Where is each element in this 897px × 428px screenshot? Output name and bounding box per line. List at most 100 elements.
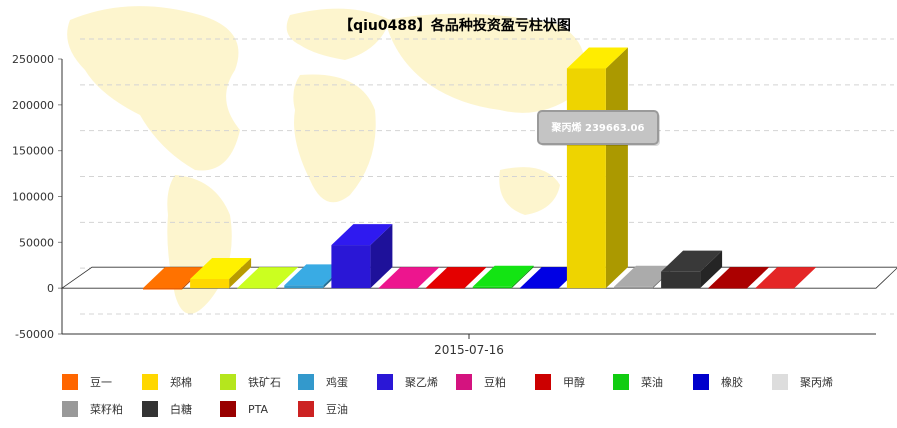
bar-聚丙烯 [566, 47, 628, 289]
legend-item[interactable]: 豆一 [62, 374, 112, 390]
legend-swatch [535, 374, 551, 390]
y-tick-label: 50000 [19, 236, 54, 249]
legend-label: 聚乙烯 [405, 376, 438, 389]
bar-聚乙烯 [331, 224, 393, 289]
tooltip: 聚丙烯 239663.06 [537, 110, 660, 146]
bar-top [143, 267, 204, 289]
bar-top [284, 264, 346, 286]
map-shape [385, 13, 585, 113]
bar-front [143, 288, 182, 290]
legend-swatch [142, 401, 158, 417]
bar-top [472, 265, 534, 287]
legend-swatch [62, 401, 78, 417]
bar-front [425, 288, 465, 289]
legend-item[interactable]: 鸡蛋 [298, 374, 348, 390]
map-shape [67, 6, 240, 171]
bar-front [566, 68, 606, 289]
legend-label: 郑棉 [170, 376, 192, 389]
bar-橡胶 [519, 267, 581, 289]
legend-swatch [220, 401, 236, 417]
bar-豆油 [755, 267, 817, 289]
bar-side [700, 250, 723, 289]
legend-swatch [377, 374, 393, 390]
bar-白糖 [661, 250, 723, 289]
x-tick-label: 2015-07-16 [434, 343, 504, 357]
chart-title: 【qiu0488】各品种投资盈亏柱状图 [339, 17, 571, 34]
legend-swatch [298, 374, 314, 390]
legend-label: 聚丙烯 [800, 376, 833, 389]
bar-front [237, 288, 277, 289]
legend-swatch [613, 374, 629, 390]
bar-front [755, 288, 795, 289]
legend-item[interactable]: 郑棉 [142, 374, 192, 390]
legend-swatch [693, 374, 709, 390]
legend-item[interactable]: 菜籽粕 [62, 401, 123, 417]
legend-swatch [62, 374, 78, 390]
bar-front [614, 286, 653, 289]
legend-item[interactable]: 铁矿石 [220, 374, 281, 390]
legend-item[interactable]: 甲醇 [535, 374, 585, 390]
bar-front [519, 288, 559, 289]
bar-甲醇 [425, 267, 487, 289]
map-shape [286, 8, 390, 61]
bar-top [519, 267, 581, 289]
world-map-watermark [67, 6, 585, 314]
bar-chart: 【qiu0488】各品种投资盈亏柱状图 250000 200000 150000 10… [12, 6, 897, 357]
legend-label: 菜籽粕 [90, 403, 123, 416]
bar-front [190, 279, 230, 289]
legend-item[interactable]: 豆油 [298, 401, 348, 417]
legend-label: 鸡蛋 [326, 376, 348, 389]
y-tick-label: 100000 [12, 191, 54, 204]
bar-top [661, 250, 723, 272]
legend-label: 甲醇 [563, 376, 585, 389]
bar-side [229, 258, 252, 289]
legend-item[interactable]: PTA [220, 401, 268, 417]
legend-swatch [772, 374, 788, 390]
legend-item[interactable]: 白糖 [142, 401, 192, 417]
y-tick-label: 250000 [12, 53, 54, 66]
bar-side [370, 224, 393, 289]
map-shape [167, 175, 232, 314]
bar-side [511, 265, 534, 289]
legend-item[interactable]: 菜油 [613, 374, 663, 390]
bar-铁矿石 [237, 267, 299, 289]
legend-item[interactable]: 聚乙烯 [377, 374, 438, 390]
legend-label: PTA [248, 402, 269, 416]
bar-郑棉 [190, 258, 252, 289]
map-shape [499, 167, 560, 215]
legend-item[interactable]: 豆粕 [456, 374, 506, 390]
bar-PTA [708, 267, 770, 289]
bar-front [708, 288, 748, 289]
bar-top [378, 267, 440, 289]
bar-top [708, 267, 770, 289]
legend: 豆一 郑棉 铁矿石 鸡蛋 聚乙烯 豆粕 甲醇 菜油 橡胶 聚丙烯菜籽粕 白糖 PTA 豆油 [0, 368, 897, 428]
legend-swatch [220, 374, 236, 390]
bar-front [284, 285, 324, 289]
bar-front [378, 288, 418, 289]
legend-label: 铁矿石 [248, 376, 281, 389]
bar-菜油 [472, 265, 534, 289]
legend-label: 豆粕 [484, 376, 506, 389]
y-tick-label: 200000 [12, 99, 54, 112]
y-tick-label: -50000 [15, 328, 54, 341]
bar-top [331, 224, 393, 246]
legend-label: 豆油 [326, 403, 348, 416]
y-tick-label: 0 [47, 282, 54, 295]
legend-swatch [456, 374, 472, 390]
bar-top [566, 47, 628, 69]
bar-side [605, 47, 628, 289]
bar-front [331, 245, 371, 289]
bar-top [755, 267, 817, 289]
y-tick-label: 150000 [12, 145, 54, 158]
legend-item[interactable]: 聚丙烯 [772, 374, 833, 390]
bar-front [661, 271, 701, 289]
legend-label: 白糖 [170, 403, 192, 416]
bar-top [190, 258, 252, 279]
legend-item[interactable]: 橡胶 [693, 374, 743, 390]
legend-swatch [298, 401, 314, 417]
legend-label: 橡胶 [721, 376, 743, 389]
legend-swatch [142, 374, 158, 390]
legend-label: 菜油 [641, 376, 663, 389]
bar-top [614, 265, 675, 287]
